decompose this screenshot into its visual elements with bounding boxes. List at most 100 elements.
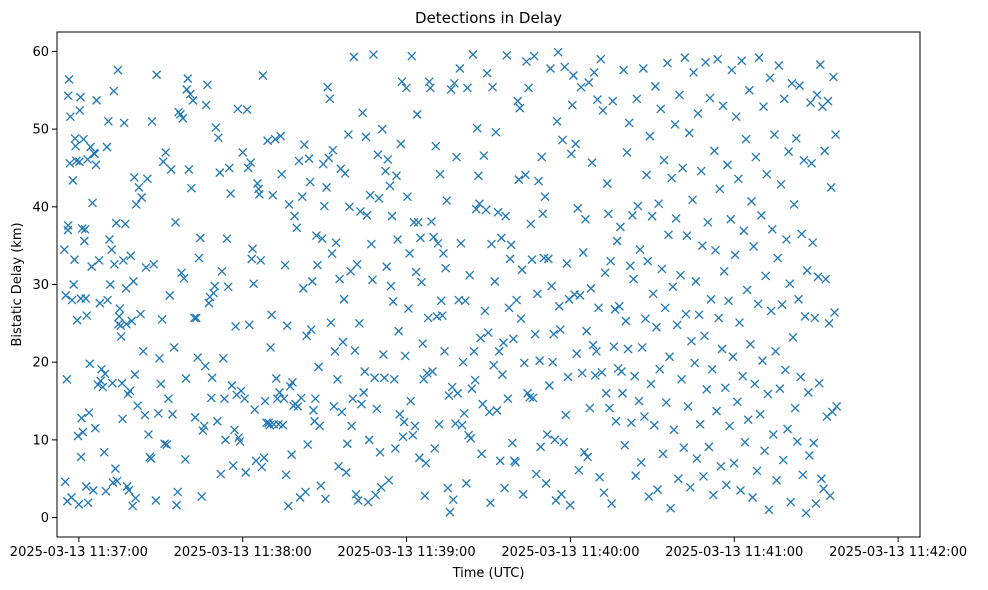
- data-point: [593, 95, 602, 105]
- data-point: [390, 443, 400, 453]
- data-point: [515, 103, 525, 113]
- data-point: [700, 331, 709, 341]
- data-point: [622, 147, 632, 157]
- data-point: [727, 65, 737, 75]
- data-point: [76, 92, 85, 102]
- data-point: [99, 447, 109, 457]
- data-point: [87, 262, 97, 272]
- data-point: [819, 484, 829, 494]
- data-point: [313, 260, 322, 270]
- data-point: [609, 342, 619, 352]
- data-point: [580, 214, 590, 224]
- data-point: [752, 466, 762, 476]
- data-point: [405, 248, 415, 258]
- data-point: [821, 274, 831, 284]
- data-point: [303, 440, 313, 450]
- data-point: [716, 461, 726, 471]
- data-point: [351, 489, 361, 499]
- data-point: [773, 253, 783, 263]
- data-point: [371, 490, 381, 500]
- data-point: [281, 470, 291, 480]
- data-point: [566, 149, 576, 159]
- data-point: [354, 318, 364, 328]
- data-point: [828, 72, 838, 82]
- data-point: [428, 367, 437, 376]
- data-point: [572, 349, 582, 359]
- data-point: [530, 329, 540, 339]
- data-point: [626, 418, 636, 428]
- data-point: [369, 50, 378, 59]
- data-point: [244, 320, 254, 330]
- data-point: [481, 205, 491, 215]
- chart-title: Detections in Delay: [415, 9, 562, 27]
- data-point: [433, 238, 443, 248]
- data-point: [138, 346, 148, 356]
- data-point: [513, 96, 523, 106]
- data-point: [775, 384, 785, 394]
- data-point: [744, 85, 754, 95]
- x-tick-label: 2025-03-13 11:40:00: [501, 545, 639, 560]
- data-point: [109, 259, 119, 269]
- data-point: [810, 313, 820, 323]
- data-point: [469, 346, 479, 356]
- data-point: [750, 379, 760, 389]
- data-point: [352, 259, 362, 269]
- data-point: [697, 241, 707, 251]
- data-point: [576, 82, 586, 92]
- data-point: [97, 364, 106, 374]
- data-point: [761, 271, 771, 281]
- data-point: [362, 210, 372, 220]
- data-point: [446, 85, 456, 94]
- data-point: [671, 214, 681, 223]
- data-point: [485, 498, 495, 508]
- data-point: [160, 439, 170, 449]
- data-point: [638, 64, 648, 73]
- data-point: [664, 230, 673, 240]
- data-point: [480, 306, 490, 316]
- data-point: [230, 425, 239, 435]
- data-point: [520, 170, 530, 180]
- data-point: [617, 367, 626, 376]
- data-point: [618, 388, 628, 398]
- data-point: [707, 364, 717, 374]
- data-point: [315, 421, 325, 431]
- data-point: [641, 314, 650, 324]
- data-point: [504, 303, 514, 313]
- data-point: [553, 47, 563, 57]
- data-point: [444, 391, 454, 401]
- data-point: [668, 282, 678, 292]
- data-point: [583, 452, 593, 462]
- data-point: [605, 403, 614, 413]
- data-point: [199, 421, 209, 431]
- data-point: [290, 211, 300, 221]
- data-point: [578, 248, 588, 258]
- data-point: [80, 224, 90, 234]
- data-point: [440, 346, 449, 356]
- data-point: [61, 290, 71, 300]
- data-point: [195, 233, 205, 243]
- data-point: [736, 485, 746, 495]
- data-point: [92, 95, 102, 105]
- data-point: [772, 475, 782, 485]
- data-point: [409, 217, 419, 227]
- data-point: [200, 361, 210, 371]
- data-point: [507, 438, 517, 448]
- data-point: [757, 356, 767, 366]
- data-point: [91, 160, 101, 170]
- data-point: [629, 274, 638, 284]
- data-point: [110, 464, 120, 474]
- data-point: [534, 176, 543, 186]
- data-point: [712, 406, 721, 416]
- data-point: [75, 106, 85, 115]
- data-point: [191, 313, 201, 323]
- data-point: [606, 256, 616, 266]
- data-point: [393, 234, 403, 244]
- data-point: [342, 439, 352, 449]
- data-point: [94, 255, 104, 265]
- data-point: [783, 424, 793, 434]
- data-point: [786, 497, 796, 507]
- data-point: [503, 394, 513, 404]
- data-point: [823, 96, 833, 106]
- data-point: [301, 487, 310, 497]
- data-point: [366, 239, 376, 249]
